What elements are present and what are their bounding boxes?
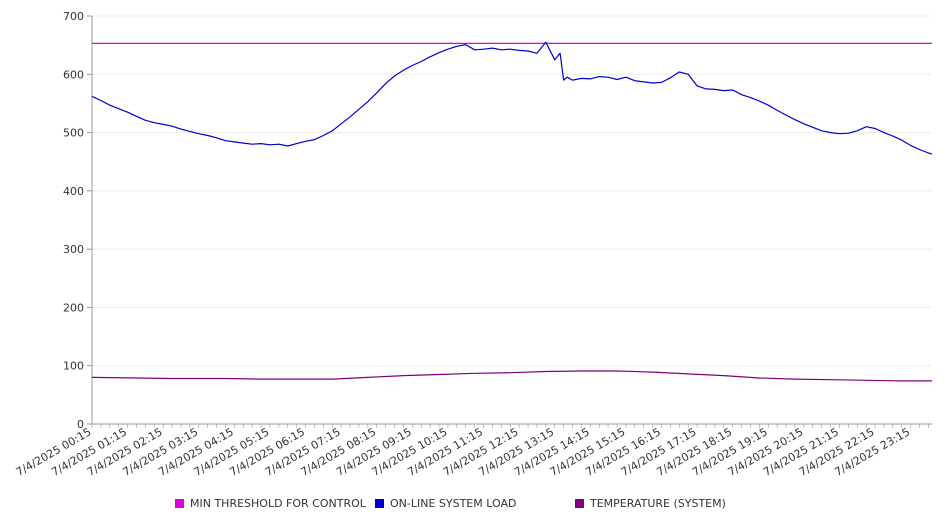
y-tick-label: 300 bbox=[63, 243, 84, 256]
legend-label-temperature: TEMPERATURE (SYSTEM) bbox=[590, 497, 726, 510]
legend-label-threshold: MIN THRESHOLD FOR CONTROL bbox=[190, 497, 366, 510]
axis-layer: 0 100 200 300 400 500 600 700 bbox=[63, 10, 932, 431]
legend: MIN THRESHOLD FOR CONTROL ON-LINE SYSTEM… bbox=[0, 497, 946, 515]
y-tick-label: 100 bbox=[63, 360, 84, 373]
y-tick-label: 200 bbox=[63, 301, 84, 314]
legend-item-load: ON-LINE SYSTEM LOAD bbox=[375, 497, 516, 510]
series-layer bbox=[91, 41, 933, 382]
y-tick-label: 700 bbox=[63, 10, 84, 23]
legend-item-threshold: MIN THRESHOLD FOR CONTROL bbox=[175, 497, 366, 510]
series-line-temperature-system bbox=[91, 370, 932, 382]
legend-item-temperature: TEMPERATURE (SYSTEM) bbox=[575, 497, 726, 510]
legend-swatch-load bbox=[375, 499, 384, 508]
y-tick-label: 500 bbox=[63, 127, 84, 140]
legend-label-load: ON-LINE SYSTEM LOAD bbox=[390, 497, 517, 510]
x-tick-labels: 7/4/2025 00:157/4/2025 01:157/4/2025 02:… bbox=[14, 425, 912, 479]
legend-swatch-threshold bbox=[175, 499, 184, 508]
y-tick-label: 0 bbox=[77, 418, 84, 431]
grid-layer bbox=[92, 15, 932, 367]
y-tick-label: 600 bbox=[63, 68, 84, 81]
y-tick-label: 400 bbox=[63, 185, 84, 198]
legend-swatch-temperature bbox=[575, 499, 584, 508]
series-line-on-line-system-load bbox=[91, 41, 933, 155]
